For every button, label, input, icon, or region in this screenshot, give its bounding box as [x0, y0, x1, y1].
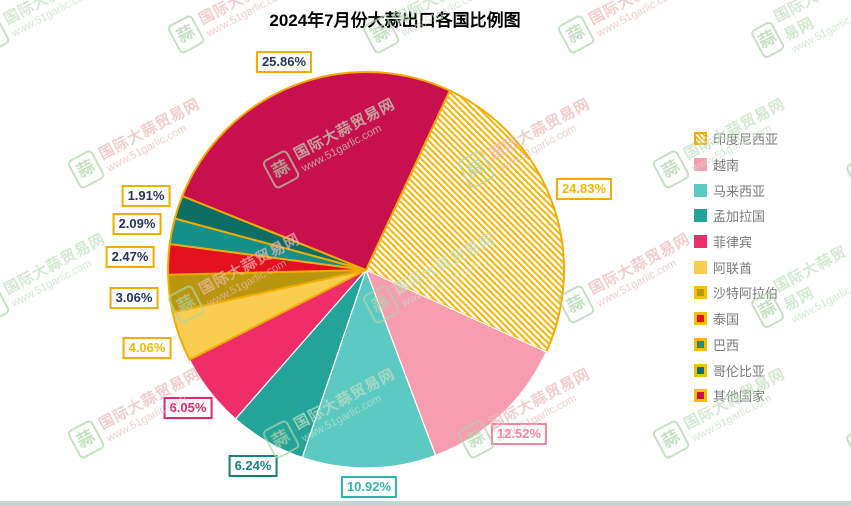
legend-label: 越南: [713, 158, 740, 174]
legend-label: 其他国家: [713, 389, 766, 405]
legend: 印度尼西亚越南马来西亚孟加拉国菲律宾阿联酋沙特阿拉伯泰国巴西哥伦比亚其他国家: [694, 126, 778, 409]
legend-item-6[interactable]: 沙特阿拉伯: [694, 280, 778, 306]
legend-item-1[interactable]: 越南: [694, 152, 778, 178]
legend-label: 泰国: [713, 312, 740, 328]
pie-slice-2[interactable]: [301, 268, 437, 469]
legend-label: 印度尼西亚: [713, 132, 779, 148]
legend-item-7[interactable]: 泰国: [694, 306, 778, 332]
legend-item-8[interactable]: 巴西: [694, 332, 778, 358]
legend-item-4[interactable]: 菲律宾: [694, 229, 778, 255]
legend-label: 马来西亚: [713, 183, 766, 199]
legend-swatch-icon: [694, 183, 707, 197]
legend-label: 哥伦比亚: [713, 363, 766, 379]
legend-label: 菲律宾: [713, 235, 753, 251]
legend-swatch-icon: [694, 312, 707, 326]
legend-label: 阿联酋: [713, 260, 753, 276]
chart-title: 2024年7月份大蒜出口各国比例图: [269, 11, 521, 30]
legend-item-0[interactable]: 印度尼西亚: [694, 126, 778, 152]
legend-item-5[interactable]: 阿联酋: [694, 254, 778, 280]
legend-swatch-icon: [694, 260, 707, 274]
legend-label: 孟加拉国: [713, 209, 766, 225]
legend-swatch-icon: [694, 235, 707, 249]
legend-label: 沙特阿拉伯: [713, 286, 779, 302]
legend-swatch-icon: [694, 363, 707, 377]
bottom-bar: [0, 501, 851, 506]
pie-slice-10[interactable]: [180, 71, 452, 272]
legend-swatch-icon: [694, 158, 707, 172]
pie-slice-1[interactable]: [364, 268, 548, 457]
legend-item-3[interactable]: 孟加拉国: [694, 203, 778, 229]
legend-item-9[interactable]: 哥伦比亚: [694, 357, 778, 383]
legend-swatch-icon: [694, 132, 707, 146]
legend-swatch-icon: [694, 337, 707, 351]
legend-label: 巴西: [713, 337, 740, 353]
legend-item-2[interactable]: 马来西亚: [694, 177, 778, 203]
legend-item-10[interactable]: 其他国家: [694, 383, 778, 409]
pie-slice-0[interactable]: [364, 89, 565, 354]
legend-swatch-icon: [694, 209, 707, 223]
legend-swatch-icon: [694, 389, 707, 403]
legend-swatch-icon: [694, 286, 707, 300]
